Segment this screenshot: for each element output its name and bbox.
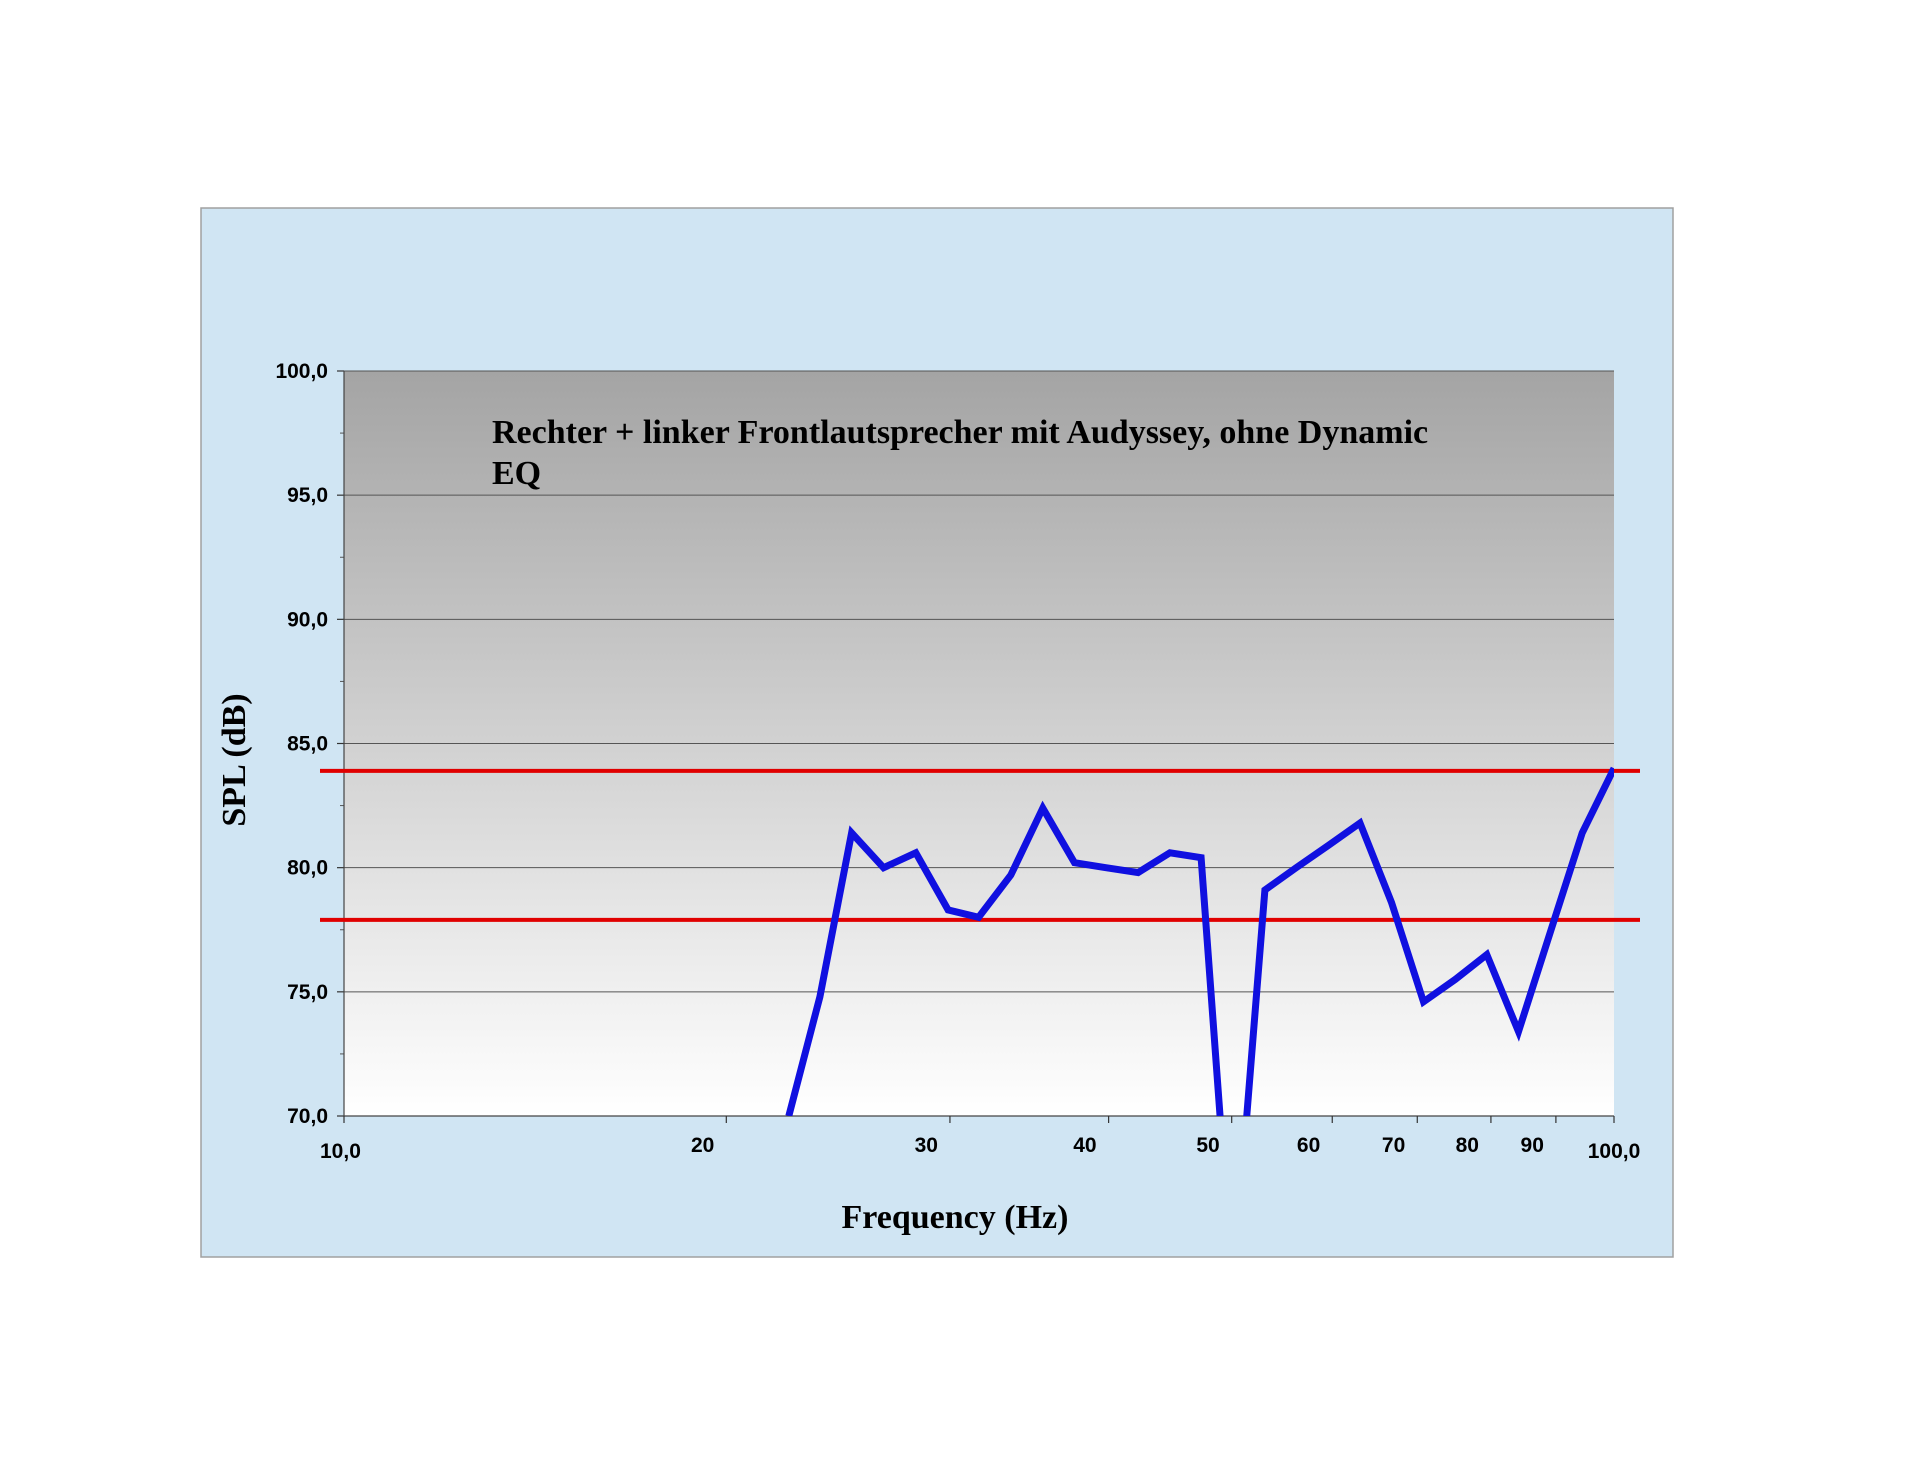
x-tick-label-9: 100,0 [1588, 1140, 1641, 1163]
y-tick-label-1: 75,0 [287, 981, 328, 1004]
y-tick-label-2: 80,0 [287, 857, 328, 880]
y-tick-label-4: 90,0 [287, 608, 328, 631]
x-tick-label-7: 80 [1456, 1134, 1479, 1157]
y-tick-label-0: 70,0 [287, 1105, 328, 1128]
x-tick-label-8: 90 [1521, 1134, 1544, 1157]
series-line-0 [785, 766, 1614, 1116]
x-tick-label-3: 40 [1073, 1134, 1096, 1157]
x-tick-label-6: 70 [1382, 1134, 1405, 1157]
series-lines [785, 766, 1614, 1116]
chart-title-line-1: Rechter + linker Frontlautsprecher mit A… [492, 414, 1428, 451]
x-tick-label-0: 10,0 [320, 1140, 361, 1163]
x-tick-label-2: 30 [915, 1134, 938, 1157]
x-tick-labels: 10,0 20 30 40 50 60 70 80 90 100,0 [320, 1134, 1640, 1163]
y-tick-label-3: 85,0 [287, 733, 328, 756]
x-tick-label-5: 60 [1297, 1134, 1320, 1157]
y-tick-label-6: 100,0 [275, 360, 328, 383]
chart-title-line-2: EQ [492, 455, 541, 492]
axes [337, 370, 1615, 1123]
y-tick-label-5: 95,0 [287, 484, 328, 507]
y-axis-title: SPL (dB) [216, 693, 253, 826]
x-axis-title: Frequency (Hz) [842, 1199, 1069, 1236]
x-tick-label-4: 50 [1196, 1134, 1219, 1157]
x-tick-label-1: 20 [691, 1134, 714, 1157]
grid-lines [344, 370, 1614, 1117]
y-tick-labels: 70,0 75,0 80,0 85,0 90,0 95,0 100,0 [275, 360, 328, 1128]
